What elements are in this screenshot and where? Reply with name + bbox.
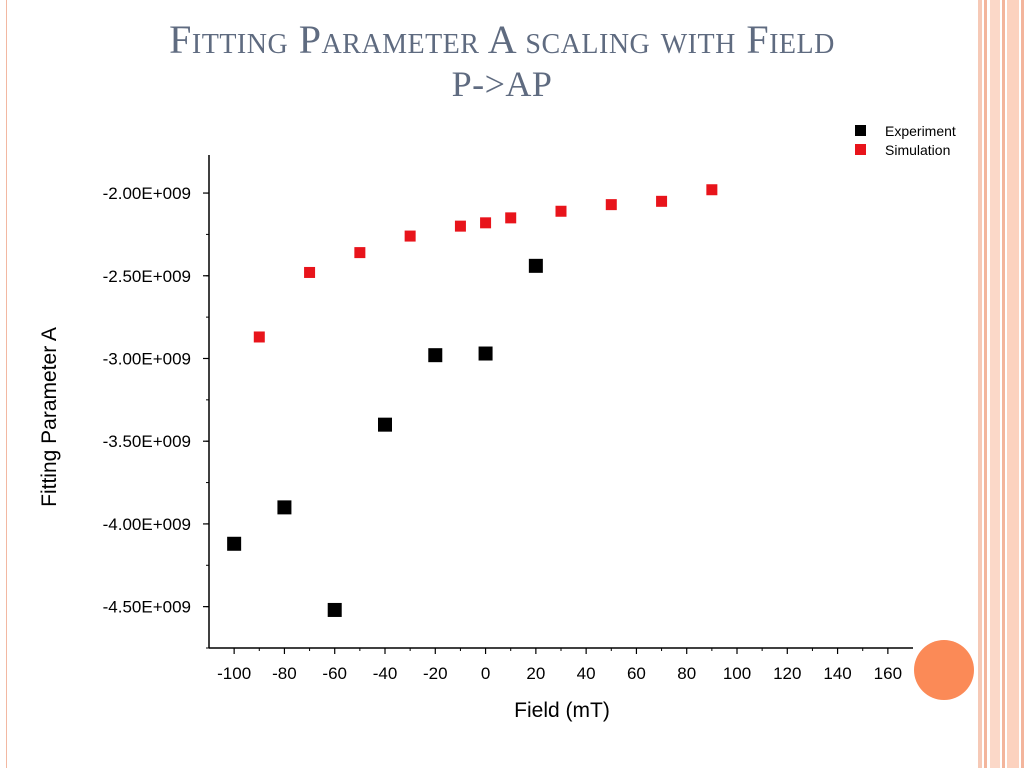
x-tick-label: -40 [373, 664, 398, 683]
experiment-point [428, 348, 443, 363]
y-tick-label: -3.50E+009 [103, 432, 191, 451]
chart-legend: Experiment Simulation [855, 123, 956, 158]
simulation-point [454, 220, 466, 232]
x-tick-label: 160 [874, 664, 902, 683]
experiment-point [277, 500, 292, 515]
experiment-legend-marker [855, 125, 866, 136]
title-line-2: P->AP [451, 64, 553, 104]
x-tick-label: 100 [723, 664, 751, 683]
slide-left-border [6, 0, 7, 768]
chart-points [227, 184, 718, 617]
experiment-point [528, 258, 543, 273]
x-tick-label: 20 [526, 664, 545, 683]
x-tick-label: 120 [773, 664, 801, 683]
decorative-side-stripes [978, 0, 1024, 768]
y-tick-label: -3.00E+009 [103, 349, 191, 368]
simulation-legend-marker [855, 144, 866, 155]
x-tick-label: 80 [677, 664, 696, 683]
y-tick-label: -4.00E+009 [103, 515, 191, 534]
chart-axes: -100 -80 -60 -40 -20 0 20 40 60 80 100 120 140 160 -2.… [103, 155, 913, 683]
x-tick-label: 60 [627, 664, 646, 683]
x-tick-label: 40 [577, 664, 596, 683]
y-axis-label: Fitting Parameter A [38, 327, 61, 507]
simulation-point [706, 184, 718, 196]
simulation-point [354, 247, 366, 259]
simulation-point [253, 331, 265, 343]
x-tick-label: -20 [423, 664, 448, 683]
simulation-point [304, 266, 316, 278]
experiment-point [327, 602, 342, 617]
x-tick-label: -100 [217, 664, 251, 683]
simulation-point [656, 195, 668, 207]
simulation-point [605, 199, 617, 211]
y-tick-label: -2.50E+009 [103, 267, 191, 286]
x-tick-label: -60 [322, 664, 347, 683]
simulation-legend-label: Simulation [885, 142, 950, 158]
simulation-point [480, 217, 492, 229]
title-line-1: Fitting Parameter A scaling with Field [169, 17, 835, 62]
x-tick-label: 0 [481, 664, 490, 683]
experiment-point [227, 536, 242, 551]
x-axis-label: Field (mT) [514, 699, 610, 722]
x-tick-label: -80 [272, 664, 297, 683]
simulation-point [555, 205, 567, 217]
y-tick-label: -4.50E+009 [103, 598, 191, 617]
simulation-point [404, 230, 416, 242]
experiment-legend-label: Experiment [885, 123, 956, 139]
accent-circle [914, 640, 974, 700]
y-tick-label: -2.00E+009 [103, 184, 191, 203]
x-tick-label: 140 [823, 664, 851, 683]
slide-title: Fitting Parameter A scaling with Field P… [0, 18, 1004, 106]
experiment-point [478, 346, 493, 361]
simulation-point [505, 212, 517, 224]
experiment-point [378, 417, 392, 432]
